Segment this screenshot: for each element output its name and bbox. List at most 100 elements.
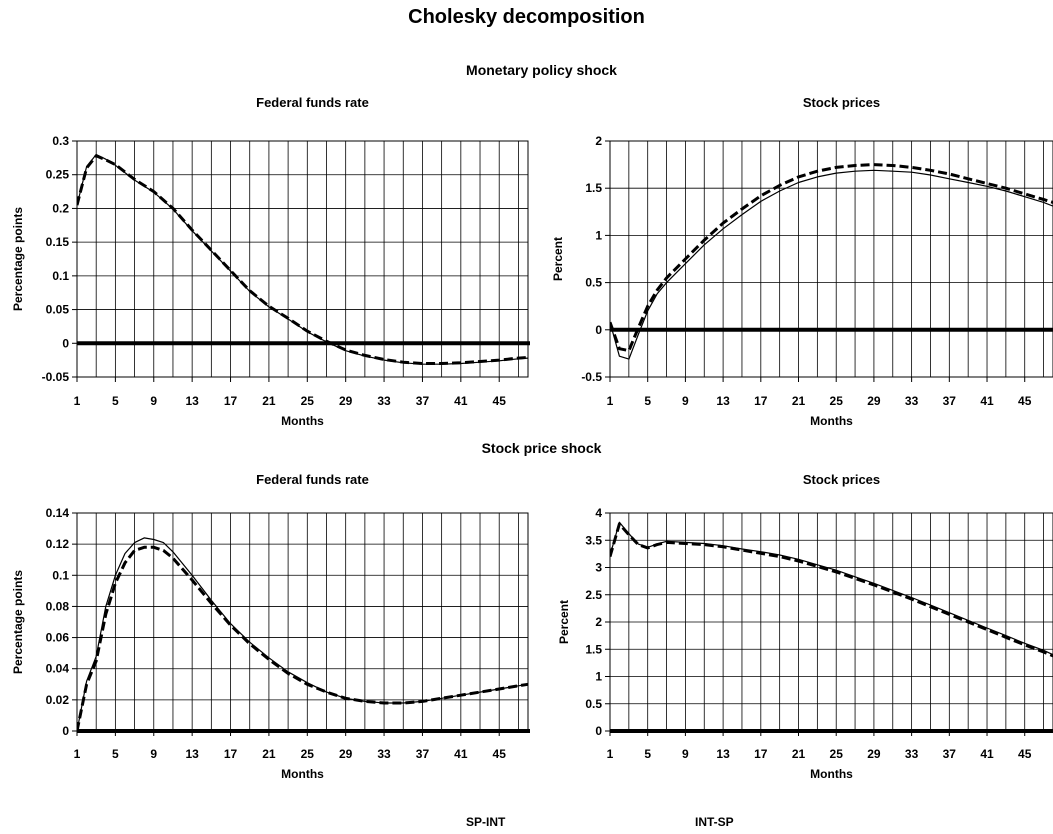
y-tick-label: 1.5 (585, 181, 602, 195)
x-tick-label: 37 (943, 394, 957, 408)
x-tick-label: 45 (493, 747, 507, 761)
x-tick-label: 33 (377, 394, 391, 408)
y-tick-label: 0.2 (52, 201, 69, 215)
x-tick-label: 9 (150, 747, 157, 761)
chart-panel-4: 1 5 9 13 17 21 25 29 33 37 41 45 0 0.5 1 1.5 2 2.5 3 3.5 4 St… (557, 472, 1053, 781)
x-axis-label: Months (281, 414, 324, 428)
chart-title: Federal funds rate (256, 472, 369, 487)
x-axis-label: Months (810, 767, 853, 781)
y-tick-label: -0.5 (581, 370, 602, 384)
chart-panel-1: 1 5 9 13 17 21 25 29 33 37 41 45 -0.05 0 0.05 0.1 0.15 0.… (11, 95, 530, 428)
y-tick-label: 0.14 (46, 506, 70, 520)
y-tick-label: 1 (595, 228, 602, 242)
y-tick-label: 3.5 (585, 533, 602, 547)
x-tick-label: 13 (185, 747, 199, 761)
x-tick-label: 25 (301, 747, 315, 761)
y-tick-label: 0.06 (46, 631, 70, 645)
x-tick-label: 5 (112, 394, 119, 408)
x-tick-label: 41 (980, 394, 994, 408)
y-tick-label: 1 (595, 670, 602, 684)
x-tick-label: 25 (830, 747, 844, 761)
x-tick-label: 37 (943, 747, 957, 761)
y-tick-label: 0.1 (52, 269, 69, 283)
y-tick-label: 3 (595, 561, 602, 575)
x-tick-label: 33 (905, 747, 919, 761)
y-axis-label: Percentage points (11, 207, 25, 311)
y-tick-label: 0.3 (52, 134, 69, 148)
y-tick-label: 2.5 (585, 588, 602, 602)
x-tick-label: 5 (112, 747, 119, 761)
x-tick-label: 13 (185, 394, 199, 408)
x-tick-label: 17 (754, 394, 768, 408)
series-line-sp-int (610, 522, 1053, 658)
y-tick-label: 1.5 (585, 642, 602, 656)
plot-frame (76, 140, 529, 378)
x-tick-label: 41 (980, 747, 994, 761)
series-line-sp-int (77, 545, 529, 732)
x-tick-label: 21 (262, 394, 276, 408)
y-tick-label: 0 (62, 724, 69, 738)
y-axis-label: Percentage points (11, 570, 25, 674)
x-tick-label: 29 (867, 394, 881, 408)
y-tick-label: 0.05 (46, 303, 70, 317)
x-tick-label: 45 (1018, 394, 1032, 408)
x-tick-label: 33 (377, 747, 391, 761)
x-tick-label: 45 (1018, 747, 1032, 761)
x-tick-label: 13 (716, 394, 730, 408)
section-title-monetary-policy-shock: Monetary policy shock (466, 62, 617, 78)
x-tick-label: 1 (74, 394, 81, 408)
plot-frame (609, 140, 1053, 378)
y-tick-label: 0.04 (46, 662, 70, 676)
page-title: Cholesky decomposition (408, 6, 645, 28)
x-tick-label: 1 (74, 747, 81, 761)
chart-panel-2: 1 5 9 13 17 21 25 29 33 37 41 45 -0.5 0 0.5 1 1.5 2 Stock … (551, 95, 1053, 428)
x-tick-label: 29 (339, 394, 353, 408)
y-tick-label: 0 (595, 323, 602, 337)
x-tick-label: 5 (644, 394, 651, 408)
x-tick-label: 17 (754, 747, 768, 761)
chart-panel-3: 1 5 9 13 17 21 25 29 33 37 41 45 0 0.02 0.04 0.06 0.08 0.… (11, 472, 530, 781)
legend-label-int-sp: INT-SP (695, 815, 734, 829)
x-tick-label: 17 (224, 394, 238, 408)
chart-title: Stock prices (803, 472, 880, 487)
x-tick-label: 37 (416, 747, 430, 761)
legend-label-sp-int: SP-INT (466, 815, 506, 829)
x-tick-label: 21 (792, 394, 806, 408)
x-tick-label: 41 (454, 394, 468, 408)
series-line-sp-int (610, 163, 1053, 353)
x-tick-label: 41 (454, 747, 468, 761)
y-tick-label: 0.5 (585, 276, 602, 290)
y-axis-label: Percent (551, 237, 565, 281)
y-tick-label: 0.1 (52, 568, 69, 582)
section-title-stock-price-shock: Stock price shock (481, 440, 602, 456)
x-tick-label: 45 (493, 394, 507, 408)
y-tick-label: 0.25 (46, 168, 70, 182)
x-tick-label: 33 (905, 394, 919, 408)
x-tick-label: 25 (830, 394, 844, 408)
series-line-int-sp (610, 169, 1053, 360)
y-tick-label: 0.08 (46, 599, 70, 613)
x-tick-label: 1 (607, 747, 614, 761)
y-tick-label: 0.02 (46, 693, 70, 707)
series-line-int-sp (610, 521, 1053, 656)
x-tick-label: 9 (682, 394, 689, 408)
series-line-int-sp (77, 153, 529, 365)
plot-frame (76, 512, 529, 732)
x-tick-label: 13 (716, 747, 730, 761)
y-tick-label: 0.12 (46, 537, 70, 551)
x-tick-label: 21 (262, 747, 276, 761)
y-tick-label: 0.15 (46, 235, 70, 249)
x-tick-label: 29 (339, 747, 353, 761)
y-tick-label: 0 (595, 724, 602, 738)
x-tick-label: 5 (644, 747, 651, 761)
x-tick-label: 9 (150, 394, 157, 408)
x-tick-label: 37 (416, 394, 430, 408)
y-tick-label: 0 (62, 336, 69, 350)
x-tick-label: 29 (867, 747, 881, 761)
chart-title: Stock prices (803, 95, 880, 110)
x-tick-label: 9 (682, 747, 689, 761)
series-line-int-sp (77, 537, 529, 732)
y-tick-label: 2 (595, 615, 602, 629)
x-axis-label: Months (810, 414, 853, 428)
